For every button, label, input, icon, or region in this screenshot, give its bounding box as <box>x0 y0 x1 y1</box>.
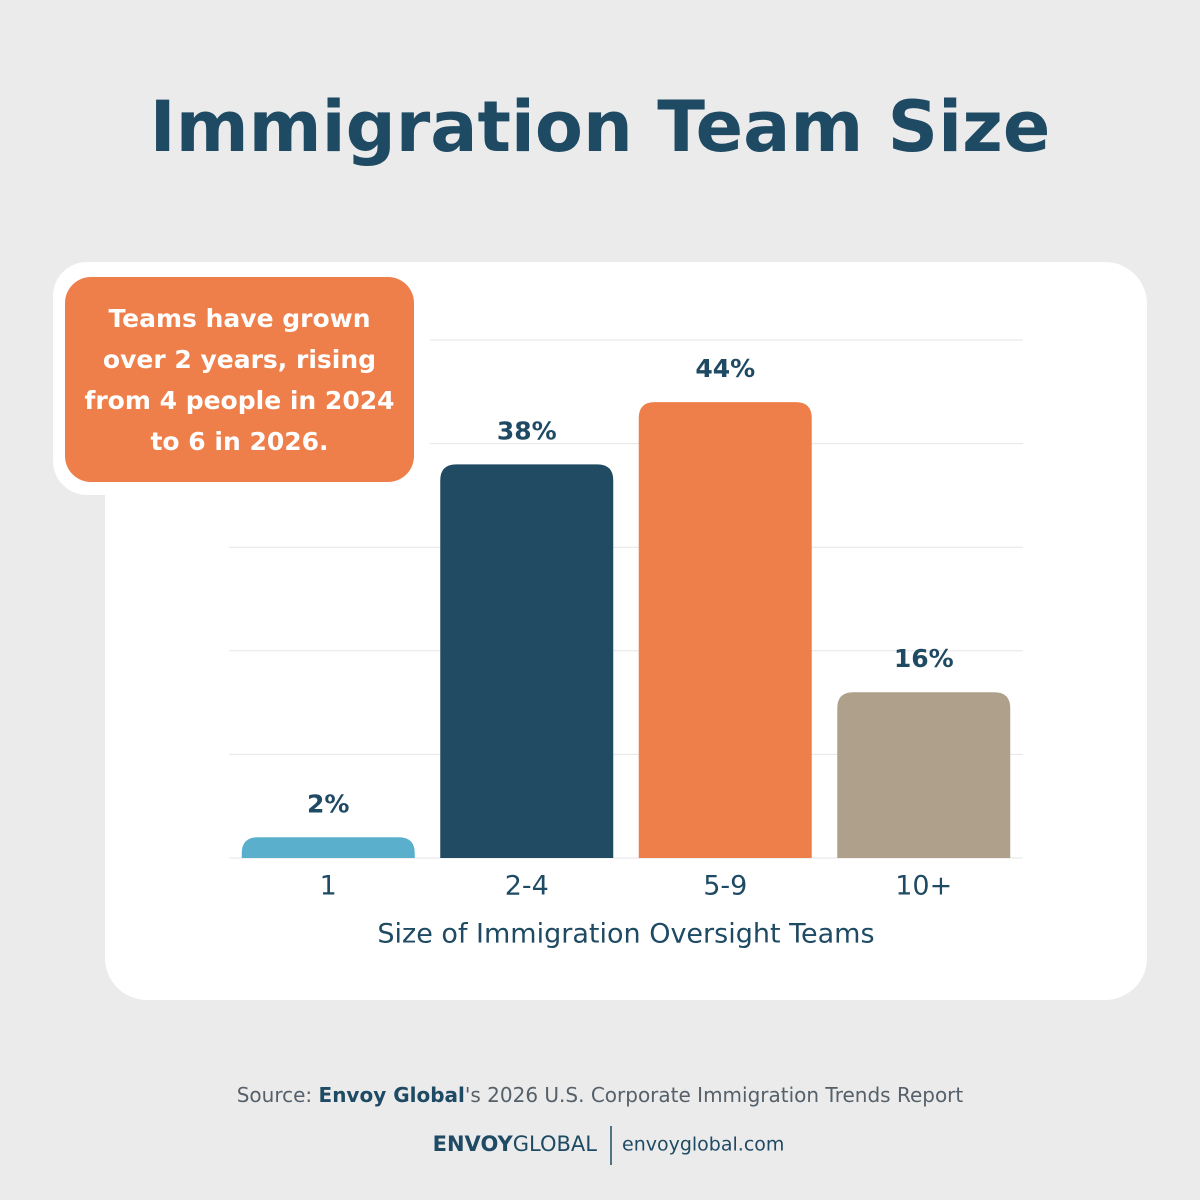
logo-bold: ENVOY <box>433 1132 514 1156</box>
x-tick-label: 1 <box>320 871 337 902</box>
bar <box>241 837 415 858</box>
value-label: 44% <box>695 354 755 383</box>
value-label: 38% <box>497 416 557 445</box>
value-label: 2% <box>307 789 349 818</box>
source-brand: Envoy Global <box>319 1083 465 1107</box>
x-axis-label: Size of Immigration Oversight Teams <box>377 919 874 950</box>
logo: ENVOYGLOBAL <box>433 1132 598 1156</box>
annotation: Teams have grown over 2 years, rising fr… <box>65 277 414 482</box>
source-rest: 's 2026 U.S. Corporate Immigration Trend… <box>465 1083 964 1107</box>
logo-light: GLOBAL <box>513 1132 598 1156</box>
source: Source: Envoy Global's 2026 U.S. Corpora… <box>237 1083 964 1107</box>
bar <box>638 402 812 858</box>
source-prefix: Source: <box>237 1083 312 1107</box>
bar <box>440 464 614 858</box>
x-tick-label: 5-9 <box>703 871 747 902</box>
website: envoyglobal.com <box>622 1134 784 1156</box>
x-tick-label: 10+ <box>895 871 952 902</box>
x-tick-label: 2-4 <box>505 871 549 902</box>
value-label: 16% <box>894 644 954 673</box>
bar <box>837 692 1011 858</box>
chart-title: Immigration Team Size <box>150 86 1051 168</box>
